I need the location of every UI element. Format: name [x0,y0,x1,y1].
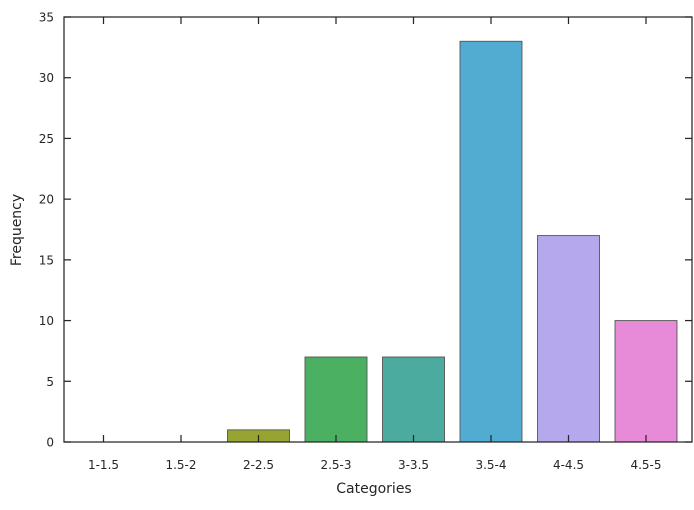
x-axis-label: Categories [336,481,411,497]
bar-3-3.5 [382,356,445,443]
y-tick-label: 20 [39,193,54,207]
x-tick-label: 1-1.5 [88,458,119,472]
x-tick-label: 4.5-5 [630,458,661,472]
y-axis-label: Frequency [9,194,25,266]
ticks-layer: 0 5 10 15 20 25 30 35 1-1.5 1.5-2 2-2.5 2.5-3 3-3.5 3… [39,11,692,472]
x-tick-label: 2-2.5 [243,458,274,472]
bar-2.5-3 [304,356,368,443]
y-tick-label: 5 [46,375,54,389]
bar-4.5-5 [614,320,678,443]
x-tick-label: 3-3.5 [398,458,429,472]
x-tick-label: 1.5-2 [165,458,196,472]
y-tick-label: 30 [39,71,54,85]
x-tick-label: 2.5-3 [320,458,351,472]
bar-3.5-4 [459,40,523,443]
bar-4-4.5 [537,235,600,443]
y-tick-label: 0 [46,436,54,450]
plot-frame [63,16,693,443]
marks-layer [227,40,678,443]
y-tick-label: 10 [39,314,54,328]
x-tick-label: 4-4.5 [553,458,584,472]
y-tick-label: 25 [39,132,54,146]
x-tick-label: 3.5-4 [475,458,506,472]
y-tick-label: 15 [39,253,54,267]
y-tick-label: 35 [39,11,54,25]
